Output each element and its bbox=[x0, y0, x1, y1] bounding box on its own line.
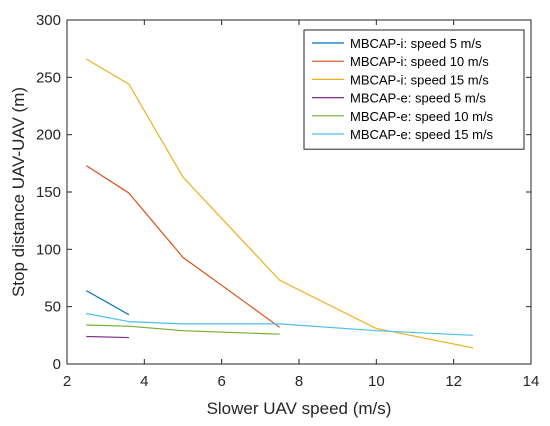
series-line-6 bbox=[86, 312, 474, 336]
y-tick-label: 100 bbox=[36, 241, 61, 258]
legend-entry: MBCAP-i: speed 15 m/s bbox=[350, 72, 489, 87]
series-line-1 bbox=[86, 290, 130, 316]
y-tick-label: 300 bbox=[36, 12, 61, 29]
x-tick-label: 14 bbox=[523, 373, 540, 390]
y-axis-title: Stop distance UAV-UAV (m) bbox=[9, 87, 28, 297]
x-tick-label: 10 bbox=[368, 373, 385, 390]
legend-entry: MBCAP-e: speed 10 m/s bbox=[350, 109, 494, 124]
series-layer bbox=[85, 58, 474, 349]
y-tick-label: 250 bbox=[36, 69, 61, 86]
y-tick-label: 150 bbox=[36, 184, 61, 201]
y-axis-ticks: 0 50 100 150 200 250 300 bbox=[36, 12, 531, 373]
legend-entry: MBCAP-i: speed 10 m/s bbox=[350, 54, 489, 69]
legend-entry: MBCAP-e: speed 15 m/s bbox=[350, 127, 494, 142]
legend-box bbox=[303, 29, 525, 150]
x-axis-title: Slower UAV speed (m/s) bbox=[207, 399, 392, 418]
series-line-4 bbox=[86, 335, 129, 339]
x-tick-label: 8 bbox=[295, 373, 303, 390]
x-tick-label: 2 bbox=[63, 373, 71, 390]
legend-entry: MBCAP-i: speed 5 m/s bbox=[350, 36, 482, 51]
x-tick-label: 4 bbox=[140, 373, 148, 390]
series-line-2 bbox=[85, 165, 281, 328]
y-tick-label: 50 bbox=[44, 299, 61, 316]
series-line-5 bbox=[86, 324, 280, 335]
y-tick-label: 0 bbox=[53, 356, 61, 373]
legend: MBCAP-i: speed 5 m/s MBCAP-i: speed 10 m/… bbox=[303, 29, 525, 150]
y-tick-label: 200 bbox=[36, 127, 61, 144]
legend-entry: MBCAP-e: speed 5 m/s bbox=[350, 91, 486, 106]
x-tick-label: 6 bbox=[217, 373, 225, 390]
x-axis-ticks: 2 4 6 8 10 12 14 bbox=[63, 20, 540, 390]
x-tick-label: 12 bbox=[445, 373, 462, 390]
